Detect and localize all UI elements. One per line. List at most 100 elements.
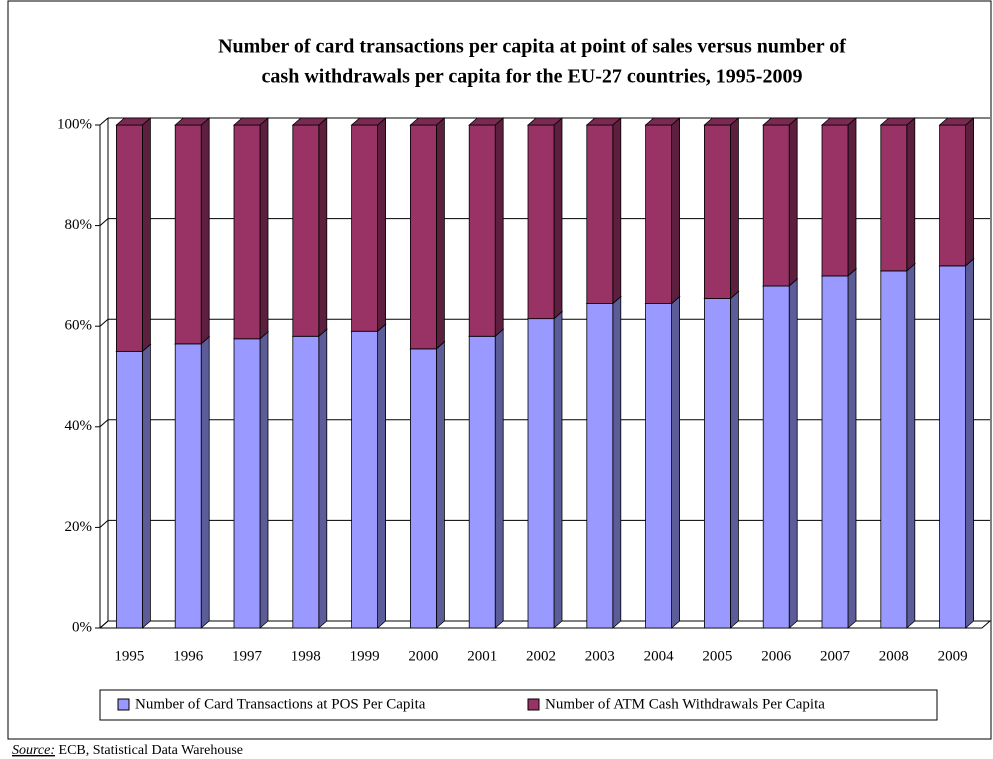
bar-segment — [468, 124, 496, 337]
bar-segment — [645, 303, 672, 629]
bar-side — [847, 268, 857, 629]
bar-segment — [468, 335, 496, 629]
bar-side — [788, 278, 798, 629]
bar-side — [435, 117, 445, 350]
bar-segment — [351, 124, 379, 332]
bar-segment — [939, 265, 966, 629]
grid-depth — [99, 620, 109, 629]
grid-depth — [99, 419, 109, 428]
y-tick-label: 20% — [65, 519, 93, 535]
bar-segment — [880, 270, 908, 629]
bar-side — [141, 343, 151, 629]
bar-top — [291, 117, 328, 126]
bar-side — [200, 335, 210, 629]
bar-side — [200, 117, 210, 345]
bar-top — [820, 117, 858, 126]
bar-top — [938, 117, 975, 126]
bar-top — [174, 117, 211, 126]
x-tick-label: 2007 — [820, 648, 851, 664]
source-label: Source: — [12, 743, 55, 758]
x-tick-label: 2008 — [879, 648, 909, 664]
bar-side — [730, 117, 739, 300]
bar-segment — [704, 298, 731, 629]
bar-side — [906, 117, 916, 272]
bar-side — [730, 290, 739, 629]
bar-side — [965, 117, 974, 267]
x-tick-label: 1997 — [232, 648, 263, 664]
chart-title: Number of card transactions per capita a… — [218, 36, 846, 58]
bar-side — [377, 117, 387, 333]
bar-side — [494, 117, 504, 338]
x-tick-label: 2006 — [761, 648, 792, 664]
legend-label: Number of Card Transactions at POS Per C… — [135, 696, 426, 712]
bar-segment — [762, 285, 790, 629]
bar-side — [612, 117, 622, 305]
bar-side — [318, 328, 328, 629]
bar-side — [788, 117, 798, 287]
x-tick-label: 2004 — [644, 648, 675, 664]
x-tick-label: 2003 — [585, 648, 615, 664]
bar-top — [526, 117, 564, 126]
bar-side — [435, 340, 445, 629]
bar-segment — [233, 338, 261, 629]
chart-title: cash withdrawals per capita for the EU-2… — [262, 66, 803, 88]
y-tick-label: 40% — [65, 418, 93, 434]
bar-segment — [586, 303, 614, 629]
x-tick-label: 1996 — [173, 648, 204, 664]
bar-segment — [704, 124, 731, 299]
legend-swatch — [527, 698, 540, 711]
bar-side — [377, 323, 387, 629]
grid-depth — [99, 218, 109, 226]
bar-segment — [174, 343, 202, 629]
x-tick-label: 1998 — [291, 648, 321, 664]
bar-top — [468, 117, 505, 126]
bar-segment — [292, 335, 320, 629]
bar-segment — [645, 124, 672, 304]
bar-side — [671, 117, 680, 305]
bar-side — [965, 257, 974, 629]
y-tick-label: 60% — [65, 318, 93, 334]
y-tick-label: 0% — [72, 619, 92, 635]
bar-segment — [351, 330, 379, 629]
bar-side — [906, 262, 916, 629]
bar-side — [553, 117, 563, 320]
bar-segment — [116, 124, 143, 352]
legend-box — [99, 689, 938, 721]
legend-swatch — [117, 698, 130, 711]
bar-segment — [292, 124, 320, 337]
bar-side — [671, 295, 680, 629]
bar-segment — [174, 124, 202, 345]
bar-top — [644, 117, 681, 126]
bar-top — [879, 117, 916, 126]
bar-side — [318, 117, 328, 338]
y-tick-label: 80% — [65, 217, 93, 233]
bar-segment — [233, 124, 261, 340]
bar-segment — [586, 124, 614, 304]
x-tick-label: 1995 — [114, 648, 144, 664]
bar-segment — [939, 124, 966, 267]
x-tick-label: 2000 — [408, 648, 438, 664]
bar-top — [232, 117, 270, 126]
bar-top — [762, 117, 799, 126]
bar-top — [350, 117, 387, 126]
bar-side — [259, 117, 269, 340]
bar-segment — [409, 348, 437, 629]
grid-depth — [99, 318, 109, 327]
bar-segment — [409, 124, 437, 350]
bar-side — [141, 117, 151, 353]
bar-segment — [527, 318, 555, 629]
bar-side — [553, 310, 563, 629]
x-tick-label: 2002 — [526, 648, 556, 664]
x-tick-label: 2001 — [467, 648, 497, 664]
y-tick-label: 100% — [57, 116, 92, 132]
bar-side — [612, 295, 622, 629]
source-note: Source: ECB, Statistical Data Warehouse — [12, 743, 243, 758]
bar-top — [409, 117, 446, 126]
bar-side — [847, 117, 857, 277]
bar-top — [585, 117, 622, 126]
x-tick-label: 2009 — [938, 648, 968, 664]
x-tick-label: 1999 — [350, 648, 380, 664]
grid-depth — [99, 520, 109, 528]
